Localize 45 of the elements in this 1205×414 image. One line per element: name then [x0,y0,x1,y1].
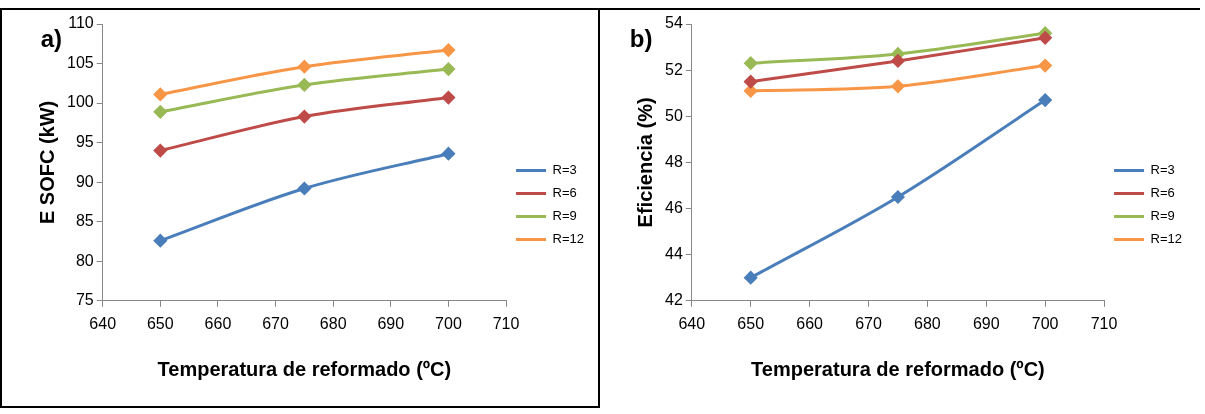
y-axis-title: E SOFC (kW) [35,100,58,225]
text: b) [629,24,653,52]
x-tick-label: 670 [855,314,882,332]
y-tick-label: 44 [665,245,683,263]
x-tick-label: 710 [1090,314,1118,332]
x-tick-label: 680 [319,314,347,332]
x-tick-label: 650 [146,314,174,332]
x-tick-label: 650 [737,314,765,332]
y-tick-label: 48 [665,152,683,170]
text: a) [40,24,63,52]
x-tick-label: 710 [492,314,520,332]
legend-label: R=12 [1150,231,1183,247]
y-tick-label: 54 [665,14,683,32]
y-tick-label: 50 [665,106,683,124]
x-tick-label: 670 [262,314,290,332]
y-tick-label: 85 [75,212,94,230]
x-tick-label: 700 [435,314,462,332]
x-tick-label: 700 [1031,314,1059,332]
y-tick-label: 100 [66,93,94,111]
y-tick-label: 110 [68,14,94,32]
legend-label: R=9 [552,208,577,224]
x-axis-title: Temperatura de reformado (ºC) [157,357,452,380]
y-tick-label: 75 [75,291,94,309]
legend-label: R=3 [552,162,577,178]
y-tick-label: 52 [665,60,683,78]
x-axis-title: Temperatura de reformado (ºC) [751,357,1045,380]
x-tick-label: 690 [377,314,405,332]
x-tick-label: 690 [972,314,1000,332]
y-tick-label: 46 [665,198,683,216]
legend-label: R=9 [1150,208,1175,224]
x-tick-label: 660 [204,314,232,332]
y-tick-label: 80 [75,251,94,269]
y-tick-label: 42 [665,291,683,309]
x-tick-label: 660 [796,314,824,332]
legend-label: R=6 [552,185,577,201]
legend-label: R=3 [1150,162,1175,178]
y-axis-title: Eficiencia (%) [633,97,656,228]
legend-label: R=6 [1150,185,1175,201]
x-tick-label: 680 [914,314,941,332]
legend-label: R=12 [552,231,585,247]
y-tick-label: 105 [66,53,94,71]
x-tick-label: 640 [678,314,706,332]
x-tick-label: 640 [89,314,117,332]
y-tick-label: 95 [75,133,94,151]
y-tick-label: 90 [75,172,94,190]
